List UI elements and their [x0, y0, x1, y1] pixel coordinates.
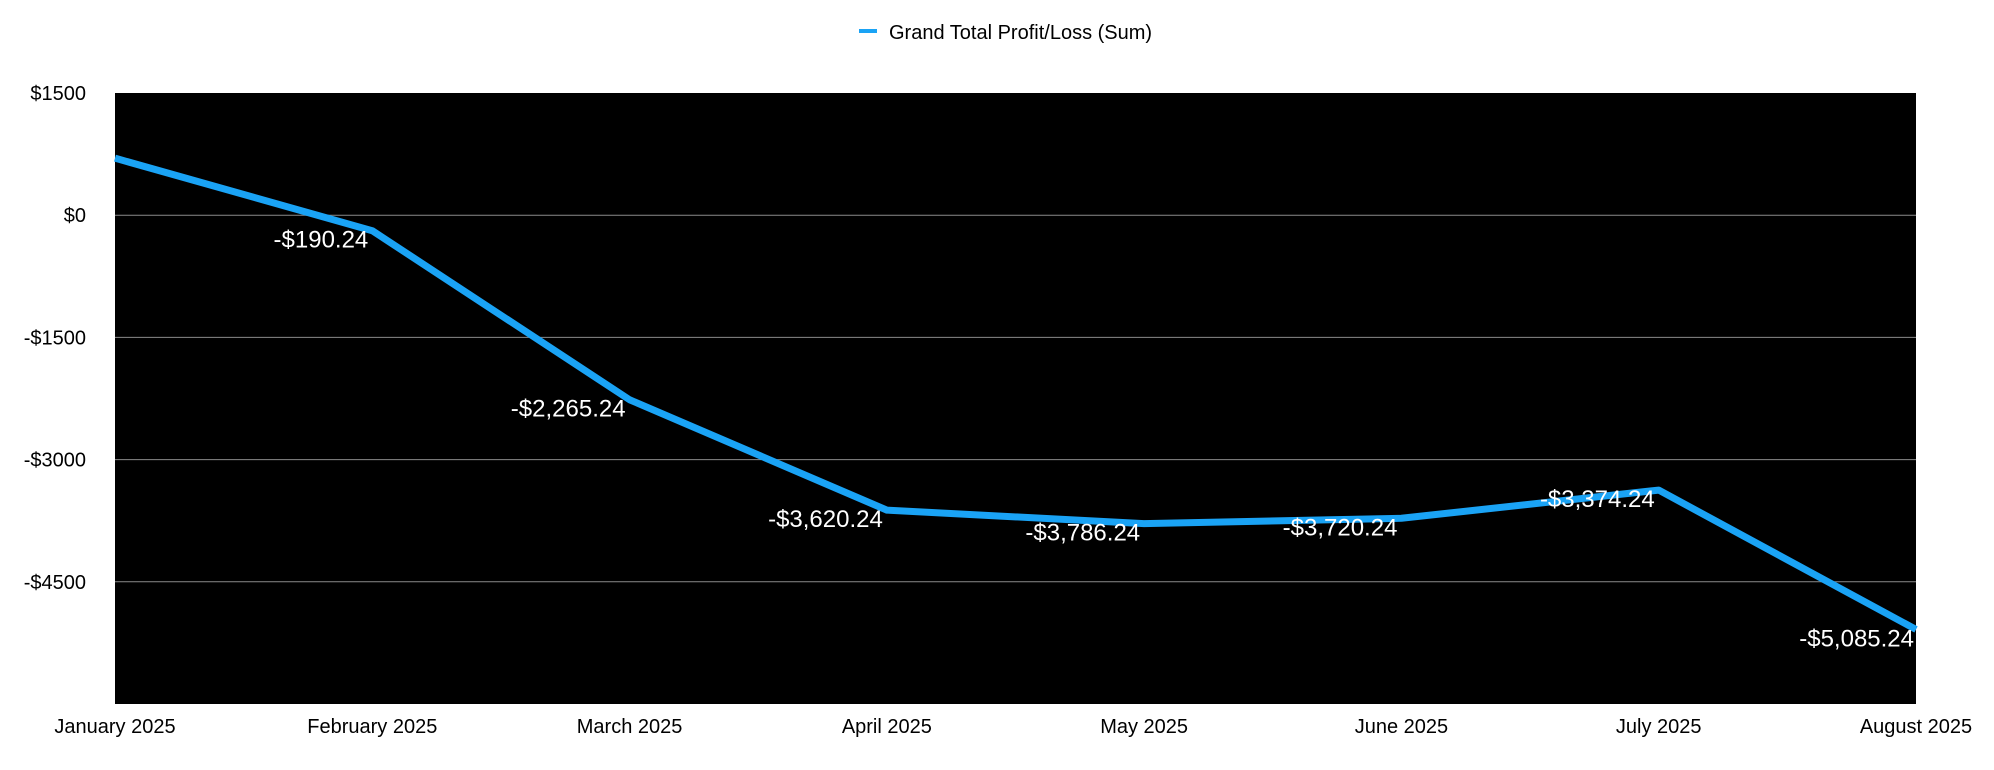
data-label: -$3,720.24: [1283, 514, 1398, 541]
y-tick-label: -$1500: [24, 327, 86, 349]
x-tick-label: August 2025: [1860, 716, 1972, 738]
x-tick-label: June 2025: [1355, 716, 1448, 738]
x-tick-label: February 2025: [307, 716, 437, 738]
series-line: [114, 154, 1918, 633]
x-tick-label: July 2025: [1616, 716, 1702, 738]
y-tick-label: -$4500: [24, 572, 86, 594]
data-label: -$190.24: [274, 227, 369, 254]
y-tick-label: $0: [64, 205, 86, 227]
data-labels: -$190.24 -$2,265.24 -$3,620.24 -$3,786.24 -$…: [274, 227, 1914, 653]
series-layer: [114, 154, 1918, 633]
legend-label: Grand Total Profit/Loss (Sum): [889, 22, 1152, 44]
data-label: -$3,620.24: [768, 506, 883, 533]
gridlines: [115, 214, 1916, 583]
data-label: -$3,786.24: [1025, 520, 1140, 547]
x-tick-label: March 2025: [577, 716, 683, 738]
x-axis-ticks: January 2025 February 2025 March 2025 April…: [54, 716, 1972, 738]
x-tick-label: April 2025: [842, 716, 932, 738]
y-tick-label: -$3000: [24, 450, 86, 472]
data-label: -$2,265.24: [511, 396, 626, 423]
data-label: -$3,374.24: [1540, 486, 1655, 513]
legend: Grand Total Profit/Loss (Sum): [859, 22, 1152, 44]
y-tick-label: $1500: [30, 83, 86, 105]
x-tick-label: January 2025: [54, 716, 175, 738]
data-label: -$5,085.24: [1799, 625, 1914, 652]
y-axis-ticks: $1500 $0 -$1500 -$3000 -$4500: [24, 83, 86, 594]
x-tick-label: May 2025: [1100, 716, 1188, 738]
plot-background: [115, 93, 1916, 704]
